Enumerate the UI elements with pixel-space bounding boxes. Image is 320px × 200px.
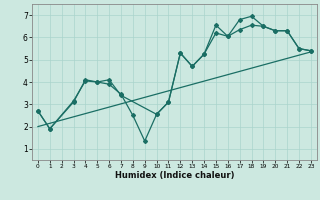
X-axis label: Humidex (Indice chaleur): Humidex (Indice chaleur) [115, 171, 234, 180]
